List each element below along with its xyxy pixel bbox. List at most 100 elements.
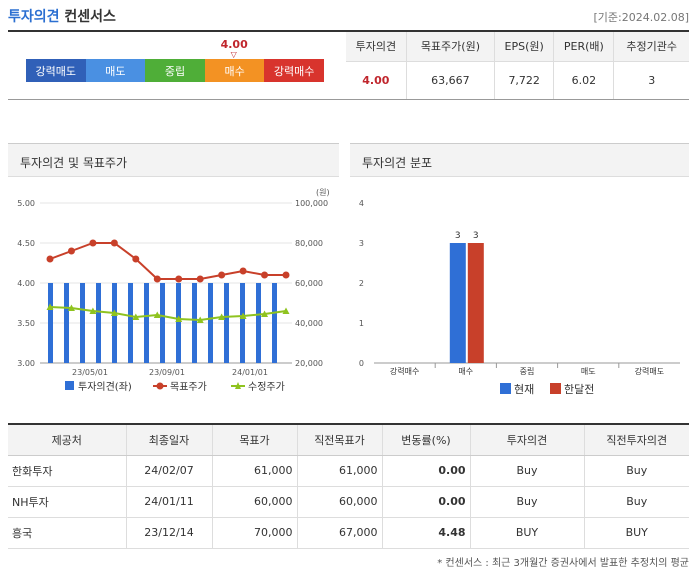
right-tick-label: 100,000 bbox=[295, 199, 328, 208]
table-cell: 61,000 bbox=[296, 455, 382, 487]
opinion-bar bbox=[176, 283, 181, 363]
broker-table-header: 투자의견 bbox=[469, 423, 584, 456]
opinion-bar bbox=[96, 283, 101, 363]
gauge-pointer-icon: ▽ bbox=[230, 50, 237, 59]
legend-swatch bbox=[550, 383, 561, 394]
table-cell: 4.48 bbox=[381, 517, 470, 549]
adjusted-price-point bbox=[67, 304, 75, 311]
consensus-per: 6.02 bbox=[553, 61, 614, 99]
broker-table-header: 목표가 bbox=[211, 423, 297, 456]
adjusted-price-point bbox=[175, 315, 183, 322]
table-cell: 24/02/07 bbox=[125, 455, 212, 487]
left-tick-label: 5.00 bbox=[17, 199, 35, 208]
y-tick-label: 0 bbox=[359, 359, 364, 368]
broker-table: 제공처 최종일자 목표가 직전목표가 변동률(%) 투자의견 직전투자의견 한화투자 24/0… bbox=[8, 423, 689, 549]
opinion-bar bbox=[160, 283, 165, 363]
left-tick-label: 4.00 bbox=[17, 279, 35, 288]
consensus-header: 투자의견 bbox=[346, 32, 407, 62]
consensus-header: PER(배) bbox=[553, 32, 614, 62]
legend-label: 수정주가 bbox=[248, 381, 285, 393]
x-tick-label: 23/05/01 bbox=[72, 368, 108, 377]
table-cell: 0.00 bbox=[381, 486, 470, 518]
target-price-point bbox=[218, 271, 226, 279]
category-label: 강력매수 bbox=[390, 366, 419, 376]
table-cell: 60,000 bbox=[296, 486, 382, 518]
consensus-header: EPS(원) bbox=[494, 32, 554, 62]
page-title: 투자의견 컨센서스 bbox=[8, 9, 116, 25]
table-cell: 61,000 bbox=[211, 455, 297, 487]
adjusted-price-point bbox=[196, 316, 204, 323]
target-price-point bbox=[46, 255, 54, 263]
target-price-point bbox=[282, 271, 290, 279]
opinion-target-panel: 투자의견 및 목표주가 3.00 20,000 3.50 40,000 4.00 60,0… bbox=[8, 143, 339, 399]
table-row: 한화투자 24/02/07 61,000 61,000 0.00 Buy Buy bbox=[8, 455, 689, 487]
category-label: 중립 bbox=[520, 367, 535, 376]
opinion-bar bbox=[80, 283, 85, 363]
right-axis-unit: (원) bbox=[316, 188, 330, 197]
bar-value-label: 3 bbox=[473, 231, 479, 241]
adjusted-price-point bbox=[110, 309, 118, 316]
distribution-bar bbox=[467, 243, 484, 363]
broker-table-header: 최종일자 bbox=[125, 423, 212, 456]
category-label: 매도 bbox=[581, 367, 596, 376]
legend-swatch bbox=[500, 383, 511, 394]
left-tick-label: 3.00 bbox=[17, 359, 35, 368]
adjusted-price-point bbox=[46, 303, 54, 310]
target-price-point bbox=[261, 271, 269, 279]
opinion-bar bbox=[240, 283, 245, 363]
target-price-point bbox=[153, 275, 161, 283]
table-cell: 한화투자 bbox=[8, 455, 126, 487]
consensus-eps: 7,722 bbox=[494, 61, 554, 99]
header-divider bbox=[8, 30, 689, 32]
footnote: * 컨센서스 : 최근 3개월간 증권사에서 발표한 추정치의 평균 bbox=[437, 558, 689, 569]
opinion-bar bbox=[64, 283, 69, 363]
table-cell: 23/12/14 bbox=[125, 517, 212, 549]
table-cell: 0.00 bbox=[381, 455, 470, 487]
legend-label: 목표주가 bbox=[170, 381, 207, 393]
adjusted-price-point bbox=[239, 312, 247, 319]
table-cell: BUY bbox=[469, 517, 584, 549]
opinion-target-chart: 3.00 20,000 3.50 40,000 4.00 60,000 4.50 80,000… bbox=[17, 188, 330, 393]
opinion-bar bbox=[208, 283, 213, 363]
table-cell: Buy bbox=[469, 486, 584, 518]
gauge-segment-buy: 매수 bbox=[204, 59, 265, 82]
legend-swatch-marker bbox=[156, 382, 164, 390]
opinion-distribution-panel: 투자의견 분포 0 1 2 3 4 강력매수 매수 3 3 중립 매도 강력매도 현재 한달전 bbox=[350, 143, 689, 399]
target-price-line bbox=[49, 242, 286, 280]
opinion-bar bbox=[112, 283, 117, 363]
legend-swatch-marker bbox=[235, 382, 241, 389]
opinion-bar bbox=[128, 283, 133, 363]
base-date: [기준:2024.02.08] bbox=[593, 11, 689, 24]
gauge-segment-neutral: 중립 bbox=[145, 59, 205, 82]
table-cell: Buy bbox=[583, 455, 689, 487]
table-cell: 70,000 bbox=[211, 517, 297, 549]
y-tick-label: 3 bbox=[359, 239, 364, 248]
adjusted-price-point bbox=[153, 311, 161, 318]
target-price-point bbox=[239, 267, 247, 275]
table-cell: 24/01/11 bbox=[125, 486, 212, 518]
gauge-segment-strong-buy: 강력매수 bbox=[264, 59, 324, 82]
broker-table-header: 직전목표가 bbox=[296, 423, 382, 456]
adjusted-price-point bbox=[282, 307, 290, 314]
consensus-opinion: 4.00 bbox=[362, 73, 390, 87]
table-cell: BUY bbox=[583, 517, 689, 549]
table-cell: NH투자 bbox=[8, 486, 126, 518]
table-cell: 흥국 bbox=[8, 517, 126, 549]
consensus-header: 추정기관수 bbox=[613, 32, 689, 62]
left-tick-label: 4.50 bbox=[17, 239, 35, 248]
legend-label: 투자의견(좌) bbox=[78, 381, 132, 393]
bar-value-label: 3 bbox=[455, 231, 461, 241]
table-cell: Buy bbox=[583, 486, 689, 518]
gauge-value: 4.00 bbox=[220, 38, 248, 51]
opinion-bar bbox=[256, 283, 261, 363]
opinion-bar bbox=[192, 283, 197, 363]
panel-title: 투자의견 분포 bbox=[350, 144, 689, 177]
target-price-point bbox=[175, 275, 183, 283]
legend-label: 한달전 bbox=[564, 383, 594, 396]
adjusted-price-point bbox=[261, 310, 269, 317]
adjusted-price-point bbox=[132, 313, 140, 320]
adjusted-price-line bbox=[49, 306, 287, 322]
panel-title: 투자의견 및 목표주가 bbox=[8, 144, 339, 177]
x-tick-label: 24/01/01 bbox=[232, 368, 268, 377]
